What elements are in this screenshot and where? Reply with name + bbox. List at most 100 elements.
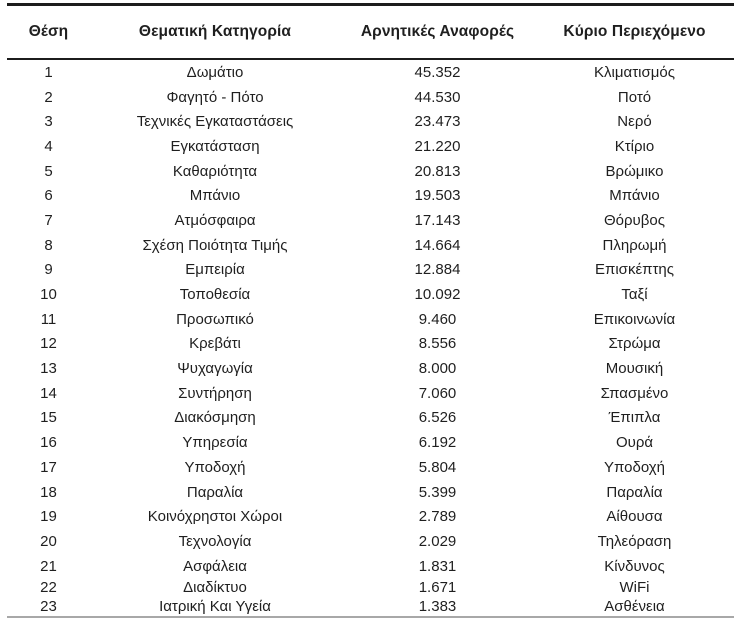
- table-row: 18 Παραλία 5.399 Παραλία: [7, 480, 734, 505]
- cell-mentions: 9.460: [418, 310, 457, 328]
- cell-content: WiFi: [619, 579, 650, 597]
- cell-position: 4: [44, 137, 53, 155]
- cell-mentions: 8.000: [418, 360, 457, 378]
- cell-position: 19: [40, 508, 57, 526]
- cell-position: 18: [40, 483, 57, 501]
- cell-content: Θόρυβος: [604, 211, 665, 229]
- cell-mentions: 6.192: [418, 434, 457, 452]
- table-row: 20 Τεχνολογία 2.029 Τηλεόραση: [7, 529, 734, 554]
- cell-category: Ατμόσφαιρα: [174, 211, 256, 229]
- cell-position: 5: [44, 162, 53, 180]
- cell-position: 21: [40, 557, 57, 575]
- cell-category: Μπάνιο: [189, 187, 241, 205]
- table-row: 12 Κρεβάτι 8.556 Στρώμα: [7, 332, 734, 357]
- cell-position: 9: [44, 261, 53, 279]
- cell-mentions: 7.060: [418, 384, 457, 402]
- cell-content: Αίθουσα: [606, 508, 663, 526]
- cell-mentions: 19.503: [414, 187, 461, 205]
- cell-position: 15: [40, 409, 57, 427]
- cell-content: Στρώμα: [608, 335, 661, 353]
- cell-content: Κίνδυνος: [604, 557, 665, 575]
- col-header-content: Κύριο Περιεχόμενο: [535, 4, 734, 60]
- cell-mentions: 21.220: [414, 137, 461, 155]
- col-header-category: Θεματική Κατηγορία: [90, 4, 340, 60]
- cell-mentions: 1.671: [418, 579, 457, 597]
- table-row: 21 Ασφάλεια 1.831 Κίνδυνος: [7, 554, 734, 579]
- cell-category: Ιατρική Και Υγεία: [159, 598, 271, 616]
- cell-content: Νερό: [617, 113, 652, 131]
- table-row: 15 Διακόσμηση 6.526 Έπιπλα: [7, 406, 734, 431]
- cell-content: Μουσική: [605, 360, 664, 378]
- cell-category: Εγκατάσταση: [170, 137, 260, 155]
- cell-content: Υποδοχή: [604, 458, 665, 476]
- cell-category: Καθαριότητα: [172, 162, 258, 180]
- table-row: 8 Σχέση Ποιότητα Τιμής 14.664 Πληρωμή: [7, 233, 734, 258]
- cell-content: Ποτό: [617, 88, 652, 106]
- cell-position: 20: [40, 532, 57, 550]
- cell-mentions: 1.383: [418, 598, 457, 616]
- table-row: 11 Προσωπικό 9.460 Επικοινωνία: [7, 307, 734, 332]
- table-row: 16 Υπηρεσία 6.192 Ουρά: [7, 430, 734, 455]
- cell-position: 2: [44, 88, 53, 106]
- cell-mentions: 5.804: [418, 458, 457, 476]
- table-row: 6 Μπάνιο 19.503 Μπάνιο: [7, 183, 734, 208]
- header-row: Θέση Θεματική Κατηγορία Αρνητικές Αναφορ…: [7, 4, 734, 60]
- table-row: 4 Εγκατάσταση 21.220 Κτίριο: [7, 134, 734, 159]
- cell-content: Επισκέπτης: [595, 261, 674, 279]
- cell-category: Εμπειρία: [185, 261, 245, 279]
- cell-mentions: 17.143: [414, 211, 461, 229]
- cell-mentions: 20.813: [414, 162, 461, 180]
- cell-mentions: 23.473: [414, 113, 461, 131]
- cell-category: Δωμάτιο: [186, 63, 244, 81]
- cell-mentions: 14.664: [414, 236, 461, 254]
- cell-position: 13: [40, 360, 57, 378]
- cell-content: Τηλεόραση: [597, 532, 672, 550]
- cell-category: Διακόσμηση: [174, 409, 256, 427]
- cell-mentions: 45.352: [414, 63, 461, 81]
- cell-content: Πληρωμή: [602, 236, 667, 254]
- cell-content: Κτίριο: [614, 137, 655, 155]
- cell-content: Ταξί: [621, 286, 648, 304]
- cell-category: Διαδίκτυο: [183, 579, 247, 597]
- cell-position: 10: [40, 286, 57, 304]
- table-row: 13 Ψυχαγωγία 8.000 Μουσική: [7, 356, 734, 381]
- cell-position: 3: [44, 113, 53, 131]
- cell-position: 17: [40, 458, 57, 476]
- table-row: 10 Τοποθεσία 10.092 Ταξί: [7, 282, 734, 307]
- cell-mentions: 10.092: [414, 286, 461, 304]
- cell-category: Τεχνολογία: [178, 532, 252, 550]
- cell-content: Επικοινωνία: [593, 310, 676, 328]
- cell-position: 7: [44, 211, 53, 229]
- table-row: 2 Φαγητό - Πότο 44.530 Ποτό: [7, 85, 734, 110]
- table-row: 14 Συντήρηση 7.060 Σπασμένο: [7, 381, 734, 406]
- negative-mentions-table: Θέση Θεματική Κατηγορία Αρνητικές Αναφορ…: [7, 3, 734, 619]
- cell-position: 14: [40, 384, 57, 402]
- cell-content: Σπασμένο: [600, 384, 669, 402]
- cell-position: 8: [44, 236, 53, 254]
- cell-position: 1: [44, 63, 53, 81]
- cell-category: Κοινόχρηστοι Χώροι: [147, 508, 283, 526]
- cell-content: Έπιπλα: [608, 409, 661, 427]
- cell-position: 22: [40, 579, 57, 597]
- cell-content: Ασθένεια: [604, 598, 665, 616]
- cell-mentions: 6.526: [418, 409, 457, 427]
- cell-position: 11: [40, 310, 57, 328]
- cell-mentions: 8.556: [418, 335, 457, 353]
- cell-position: 6: [44, 187, 53, 205]
- cell-category: Τοποθεσία: [179, 286, 251, 304]
- table-row: 5 Καθαριότητα 20.813 Βρώμικο: [7, 159, 734, 184]
- cell-mentions: 5.399: [418, 483, 457, 501]
- cell-content: Βρώμικο: [605, 162, 664, 180]
- cell-position: 16: [40, 434, 57, 452]
- cell-category: Σχέση Ποιότητα Τιμής: [142, 236, 288, 254]
- cell-position: 23: [40, 598, 57, 616]
- cell-category: Τεχνικές Εγκαταστάσεις: [136, 113, 294, 131]
- cell-category: Κρεβάτι: [189, 335, 241, 353]
- cell-category: Ψυχαγωγία: [177, 360, 253, 378]
- cell-content: Παραλία: [606, 483, 663, 501]
- table-row: 23 Ιατρική Και Υγεία 1.383 Ασθένεια: [7, 597, 734, 617]
- table-row: 1 Δωμάτιο 45.352 Κλιματισμός: [7, 59, 734, 85]
- cell-category: Φαγητό - Πότο: [166, 88, 264, 106]
- cell-content: Ουρά: [615, 434, 654, 452]
